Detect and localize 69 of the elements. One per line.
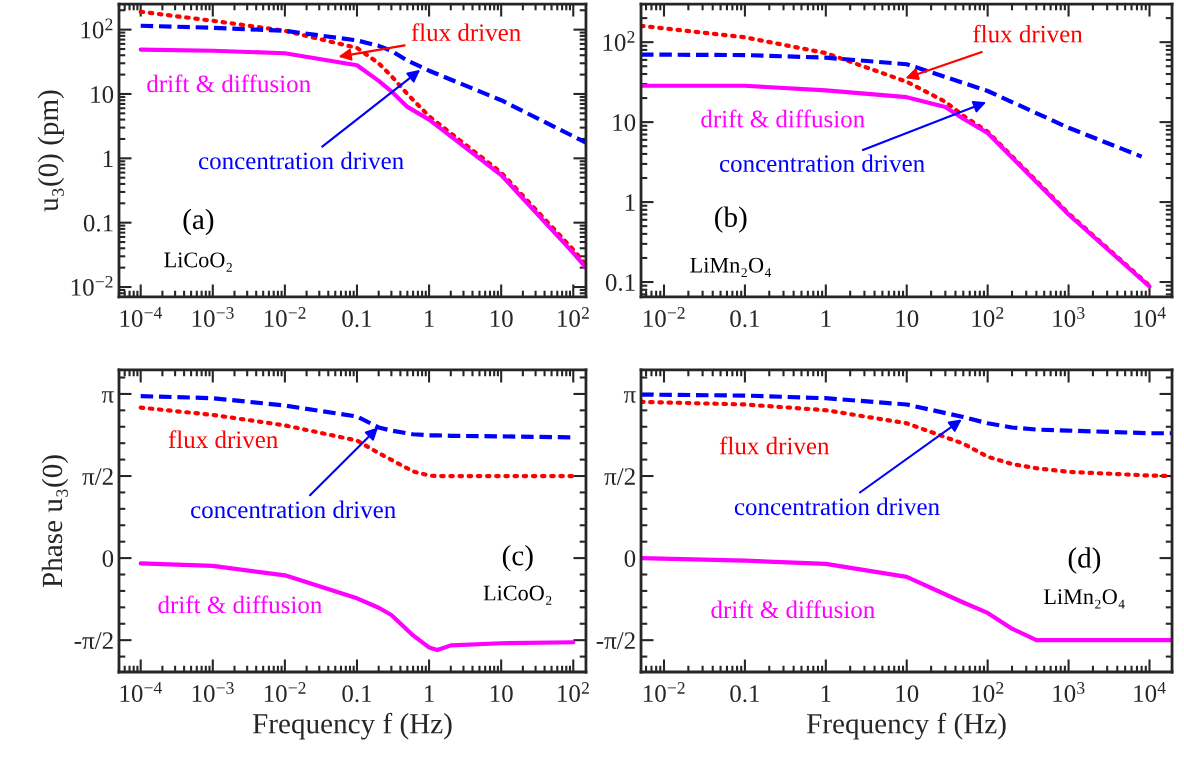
series-label: flux driven: [411, 23, 521, 42]
x-axis-title: Frequency f (Hz): [806, 712, 1006, 740]
x-tick-label: 10$^{−3}$: [192, 682, 234, 702]
annotation: (d): [1068, 547, 1101, 574]
annotation: LiCoO₂: [164, 252, 232, 272]
y-tick-label: π/2: [82, 468, 113, 485]
x-tick-label: 10: [490, 685, 513, 703]
x-tick-label: 10$^{2}$: [972, 682, 1004, 702]
x-tick-label: 10$^{3}$: [1053, 682, 1085, 702]
text: flux driven: [973, 24, 1083, 43]
y-axis-title: Phase u₃(0): [41, 455, 69, 588]
y-tick-label: 10: [613, 114, 636, 132]
y-tick-label: -π/2: [596, 632, 635, 650]
x-tick-label: 1: [821, 310, 831, 327]
y-tick-label: 0.1: [83, 214, 113, 232]
x-tick-label: 0.1: [730, 685, 760, 703]
x-tick-label: 10$^{−4}$: [120, 307, 162, 327]
annotation: LiCoO₂: [483, 585, 552, 605]
y-tick-label: 0.1: [605, 274, 635, 292]
x-tick-label: 10$^{−2}$: [264, 307, 306, 327]
annotation: LiMn₂O₄: [1043, 589, 1125, 609]
y-tick-label: 10$^{2}$: [81, 18, 113, 39]
x-tick-label: 10$^{−3}$: [192, 307, 234, 327]
x-tick-label: 10$^{−4}$: [120, 682, 162, 702]
y-tick-label: π: [623, 391, 636, 403]
series-label: drift & diffusion: [711, 600, 875, 619]
y-tick-label: 10$^{−2}$: [71, 275, 113, 296]
x-tick-label: 10$^{2}$: [558, 682, 589, 702]
y-tick-label: 10$^{2}$: [603, 31, 635, 51]
x-tick-label: 0.1: [342, 685, 372, 703]
y-tick-label: 0: [102, 550, 114, 568]
annotation: (c): [502, 544, 533, 572]
x-tick-label: 10$^{−2}$: [264, 682, 306, 702]
x-tick-label: 1: [425, 310, 434, 327]
y-tick-label: -π/2: [74, 632, 113, 650]
x-tick-label: 0.1: [730, 310, 760, 328]
annotation: (b): [715, 206, 747, 233]
text: concentration driven: [734, 497, 940, 516]
x-tick-label: 10$^{2}$: [972, 307, 1004, 327]
y-tick-label: 0: [624, 550, 636, 568]
x-tick-label: 10: [490, 310, 513, 328]
x-tick-label: 0.1: [342, 310, 372, 328]
series-label: flux driven: [719, 436, 830, 455]
x-tick-label: 10$^{4}$: [1134, 307, 1166, 327]
y-tick-label: 10: [91, 86, 114, 103]
text: concentration driven: [198, 151, 404, 170]
series-label: drift & diffusion: [147, 74, 311, 93]
annotation: (a): [183, 208, 214, 236]
x-tick-label: 1: [425, 685, 434, 702]
x-axis-title: Frequency f (Hz): [252, 712, 452, 740]
x-tick-label: 10$^{4}$: [1134, 682, 1166, 702]
y-tick-label: 1: [103, 150, 113, 167]
text: concentration driven: [191, 500, 396, 519]
x-tick-label: 10$^{3}$: [1053, 307, 1085, 327]
series-label: drift & diffusion: [158, 595, 322, 614]
x-tick-label: 10$^{2}$: [558, 307, 589, 327]
series-label: flux driven: [168, 430, 278, 449]
annotation: LiMn₂O₄: [690, 257, 772, 277]
series-label: drift & diffusion: [701, 109, 865, 128]
y-tick-label: 1: [625, 194, 635, 211]
x-tick-label: 10$^{−2}$: [643, 307, 685, 327]
legend-label: concentration driven: [719, 154, 925, 172]
y-axis-title: u₃(0) (pm): [37, 90, 65, 212]
y-tick-label: π/2: [604, 468, 635, 485]
x-tick-label: 10: [896, 310, 919, 328]
x-tick-label: 10: [896, 685, 919, 703]
y-tick-label: π: [101, 391, 114, 403]
x-tick-label: 1: [821, 685, 831, 702]
x-tick-label: 10$^{−2}$: [643, 682, 685, 702]
